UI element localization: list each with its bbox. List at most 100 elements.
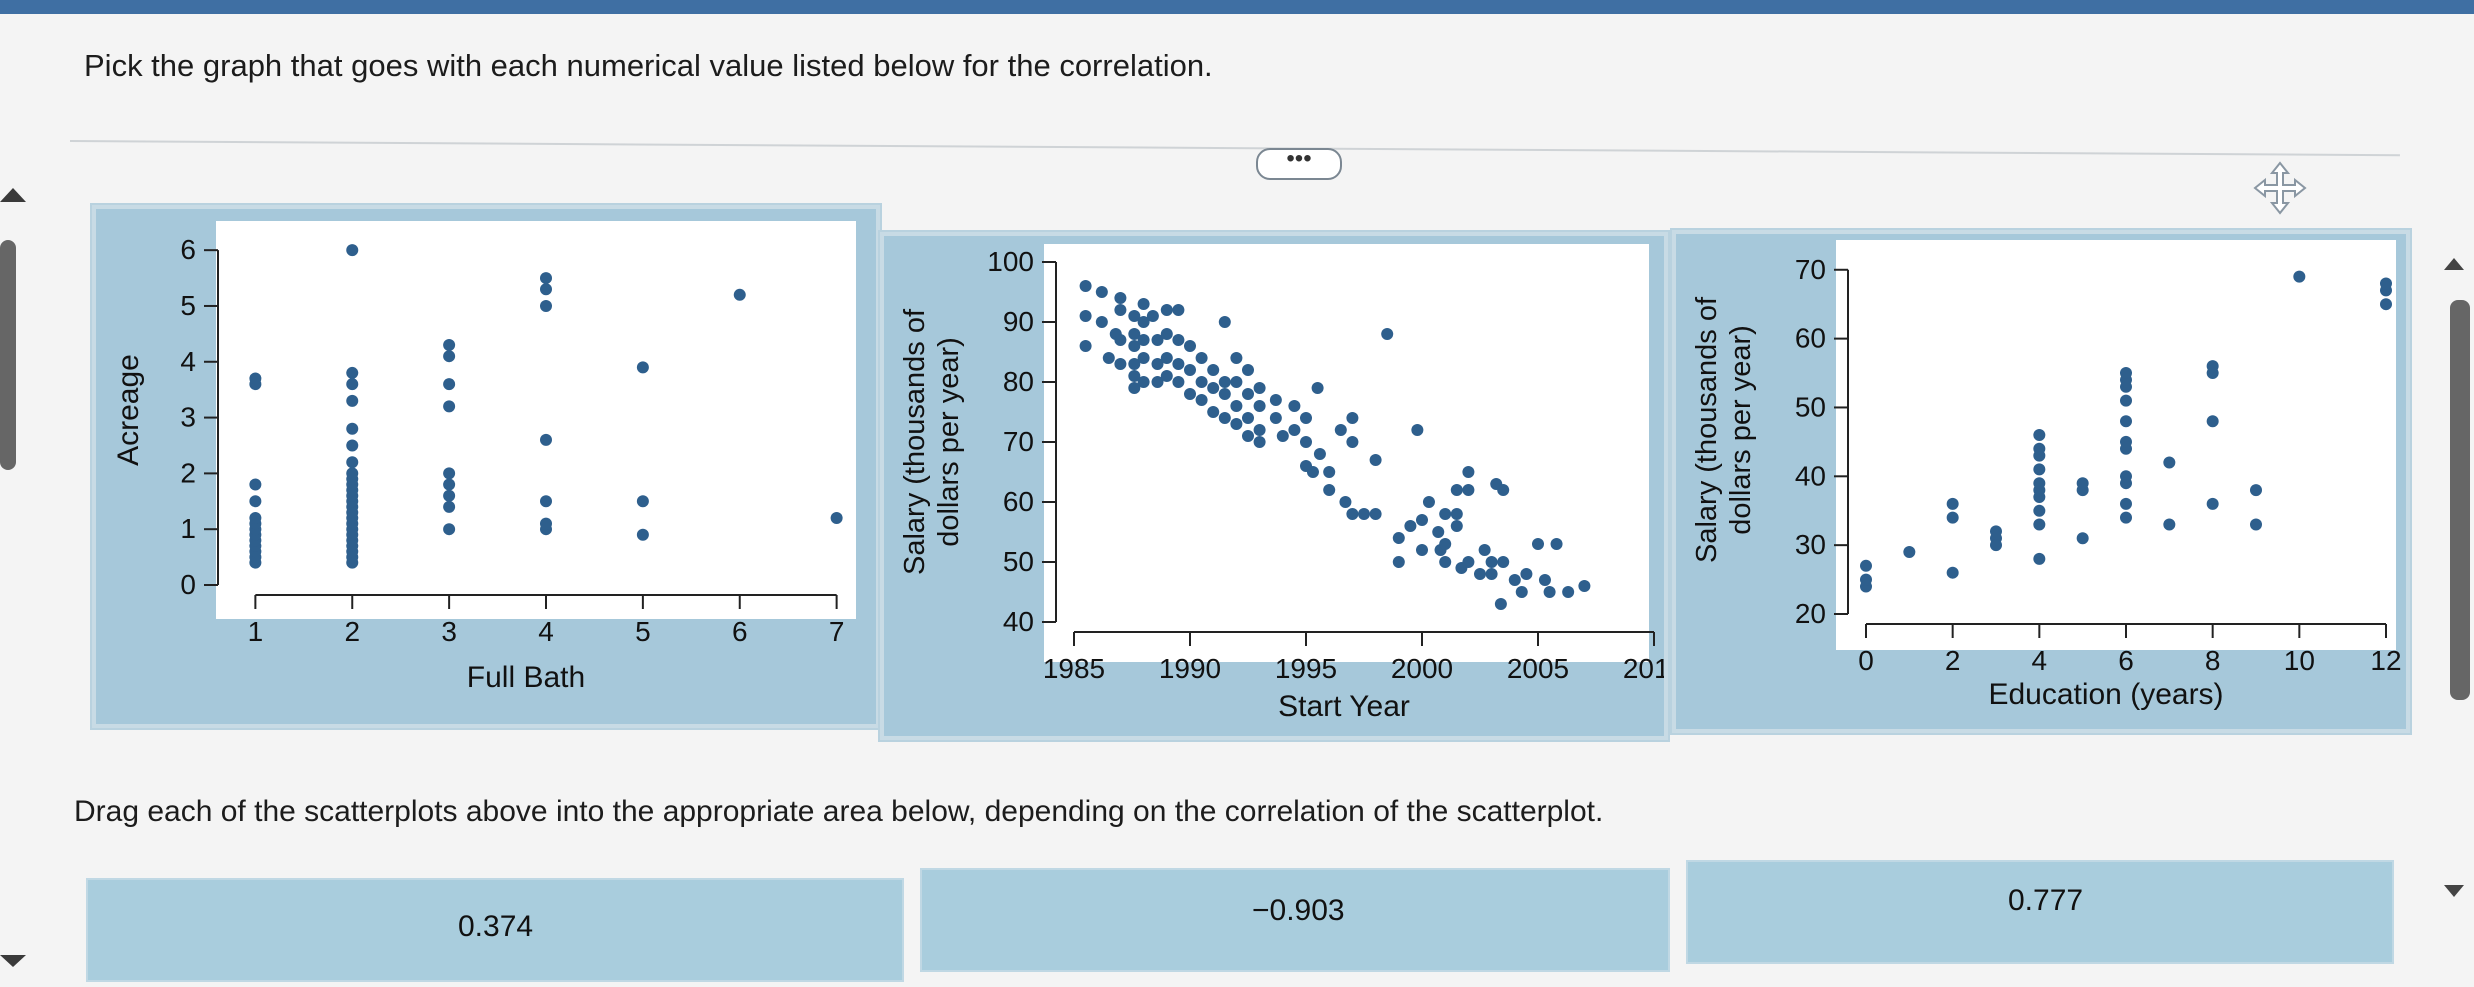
scatter-point	[1520, 568, 1533, 580]
move-icon[interactable]	[2252, 160, 2308, 216]
scatter-point	[1184, 364, 1196, 376]
scatter-point	[2206, 415, 2219, 428]
scatter-point	[1151, 376, 1164, 388]
x-axis-label: Full Bath	[467, 661, 585, 694]
drop-zone-0.374[interactable]: 0.374	[86, 878, 904, 982]
scatter-point	[1346, 508, 1359, 520]
scatter-point	[636, 361, 649, 374]
scatterplot-salary-vs-start-year: 1985 1990 1995 2000 2005 2010 40 50 60 70 80 90 100 S…	[899, 244, 1664, 723]
scatter-point	[1450, 508, 1463, 520]
scatter-point	[1485, 568, 1498, 580]
scatter-point	[1300, 412, 1312, 424]
scatter-point	[2293, 270, 2306, 283]
scatter-point	[1128, 370, 1141, 382]
scatter-point	[1269, 412, 1282, 424]
scatter-point	[1543, 586, 1556, 598]
collapse-up-arrow-icon[interactable]	[0, 188, 26, 202]
scatterplot-card-education[interactable]: 0 2 4 6 8 10 12 20 30 40 50 60 70 Education (years) Sa…	[1672, 230, 2410, 733]
scatter-point	[540, 517, 552, 530]
scatter-point	[2120, 394, 2132, 407]
scatter-point	[1346, 436, 1359, 448]
collapse-down-arrow-icon[interactable]	[0, 955, 26, 967]
x-tick-label: 6	[2118, 645, 2134, 676]
scatter-point	[1160, 304, 1173, 316]
scatter-point	[1346, 412, 1359, 424]
scatter-point	[443, 478, 456, 491]
scatter-point	[1230, 352, 1243, 364]
left-scrollbar[interactable]	[0, 240, 16, 470]
scatter-point	[1416, 514, 1428, 526]
scatter-point	[1392, 556, 1405, 568]
drop-zone-negative-0.903[interactable]: −0.903	[920, 868, 1670, 972]
x-tick-label: 5	[635, 616, 651, 647]
scatter-point	[1160, 370, 1173, 382]
scatter-point	[540, 283, 552, 296]
y-axis-label: Acreage	[112, 354, 145, 466]
drop-zone-label: 0.374	[458, 910, 534, 943]
x-tick-label: 12	[2370, 645, 2401, 676]
scatter-point	[1230, 376, 1243, 388]
scroll-down-arrow-icon[interactable]	[2444, 885, 2464, 897]
x-tick-label: 2	[344, 616, 360, 647]
y-tick-label: 60	[1003, 486, 1034, 517]
scatter-point	[249, 478, 262, 491]
more-options-button[interactable]: •••	[1256, 147, 1342, 180]
scatter-point	[1494, 598, 1507, 610]
scatter-point	[1079, 280, 1092, 292]
scatter-point	[2206, 497, 2219, 510]
y-tick-label: 70	[1003, 426, 1034, 457]
scatter-point	[443, 378, 456, 391]
scatterplot-acreage-vs-full-bath: 1 2 3 4 5 6 7 0 1 2 3 4 5 6 Full Bath Acreage	[112, 221, 856, 694]
scatter-point	[1218, 412, 1231, 424]
scatter-point	[1946, 511, 1959, 524]
scatter-point	[443, 500, 456, 513]
scatter-point	[1306, 466, 1319, 478]
scatter-point	[1207, 364, 1220, 376]
scatter-point	[2120, 470, 2132, 483]
scatter-point	[1532, 538, 1544, 550]
scatter-point	[1288, 424, 1301, 436]
scatter-point	[1207, 382, 1220, 394]
scatter-point	[636, 495, 649, 508]
scatterplot-card-start-year[interactable]: 1985 1990 1995 2000 2005 2010 40 50 60 70 80 90 100 S…	[880, 232, 1668, 740]
scatter-point	[1478, 544, 1491, 556]
question-text: Pick the graph that goes with each numer…	[84, 48, 1213, 83]
x-tick-label: 2000	[1391, 653, 1453, 684]
scatter-point	[346, 422, 359, 435]
scatter-point	[1416, 544, 1428, 556]
scatter-point	[1242, 388, 1254, 400]
x-tick-label: 8	[2205, 645, 2221, 676]
y-tick-label: 1	[180, 513, 196, 544]
scatter-point	[1508, 574, 1521, 586]
scatter-point	[1462, 556, 1475, 568]
x-tick-label: 6	[732, 616, 748, 647]
scatter-point	[1137, 316, 1150, 328]
y-tick-label: 4	[180, 346, 196, 377]
plot-background	[216, 221, 856, 619]
scatter-point	[1462, 466, 1475, 478]
x-axis-label: Education (years)	[1988, 678, 2223, 711]
x-tick-label: 4	[2032, 645, 2048, 676]
scatter-point	[1538, 574, 1551, 586]
scatter-point	[1578, 580, 1591, 592]
x-tick-label: 1985	[1043, 653, 1105, 684]
right-scrollbar[interactable]	[2450, 300, 2470, 700]
scatter-point	[1102, 352, 1115, 364]
scatter-point	[1946, 566, 1959, 579]
top-bar	[0, 0, 2474, 14]
scatter-point	[1946, 497, 1959, 510]
scroll-up-arrow-icon[interactable]	[2444, 258, 2464, 270]
scatterplot-salary-vs-education: 0 2 4 6 8 10 12 20 30 40 50 60 70 Education (years) Sa…	[1691, 240, 2402, 711]
scatter-point	[1114, 304, 1127, 316]
scatter-point	[1151, 334, 1164, 346]
y-tick-label: 0	[180, 569, 196, 600]
scatter-point	[1439, 556, 1452, 568]
scatter-point	[2120, 497, 2132, 510]
y-axis-label-line: Salary (thousands of	[1691, 296, 1723, 563]
scatter-point	[1242, 364, 1254, 376]
scatter-point	[1381, 328, 1394, 340]
scatter-point	[1128, 328, 1141, 340]
drop-zone-0.777[interactable]: 0.777	[1686, 860, 2394, 964]
scatterplot-card-acreage[interactable]: 1 2 3 4 5 6 7 0 1 2 3 4 5 6 Full Bath Acreage	[92, 205, 880, 728]
scatter-point	[1311, 382, 1324, 394]
